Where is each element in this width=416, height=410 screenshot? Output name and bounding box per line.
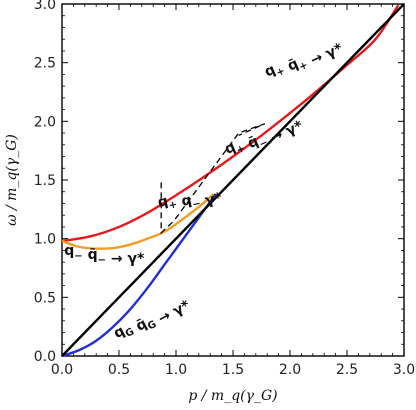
annotation-qg-qgbar: qG q̄G → γ* <box>111 290 193 349</box>
y-tick-label: 1.5 <box>34 173 56 189</box>
x-tick-label: 3.0 <box>393 362 415 378</box>
x-tick-label: 1.0 <box>165 362 187 378</box>
y-tick-label: 2.0 <box>34 114 56 130</box>
x-axis-label: p / m_q(γ_G) <box>188 388 277 404</box>
y-tick-label: 1.0 <box>34 232 56 248</box>
dashed-path-0 <box>160 123 266 235</box>
x-tick-label: 2.0 <box>279 362 301 378</box>
y-tick-label: 0.0 <box>34 349 56 365</box>
series-line-1 <box>61 193 215 250</box>
y-tick-label: 3.0 <box>34 0 56 13</box>
x-tick-label: 0.5 <box>108 362 130 378</box>
x-tick-label: 0.0 <box>51 362 73 378</box>
annotation-qm-qmbar: q− q̄− → γ* <box>64 243 145 267</box>
y-tick-label: 2.5 <box>34 56 56 72</box>
series-line-2 <box>61 193 217 358</box>
x-tick-label: 1.5 <box>222 362 244 378</box>
y-tick-label: 0.5 <box>34 290 56 306</box>
annotation-qp-qpbar: q+ q̄+ → γ* <box>262 33 346 88</box>
series-line-3 <box>61 3 405 357</box>
x-tick-label: 2.5 <box>336 362 358 378</box>
series-line-0 <box>61 4 400 243</box>
annotation-qp-qm-cross: q+ q− γ* <box>156 182 224 219</box>
y-axis-label: ω / m_q(γ_G) <box>4 134 20 226</box>
